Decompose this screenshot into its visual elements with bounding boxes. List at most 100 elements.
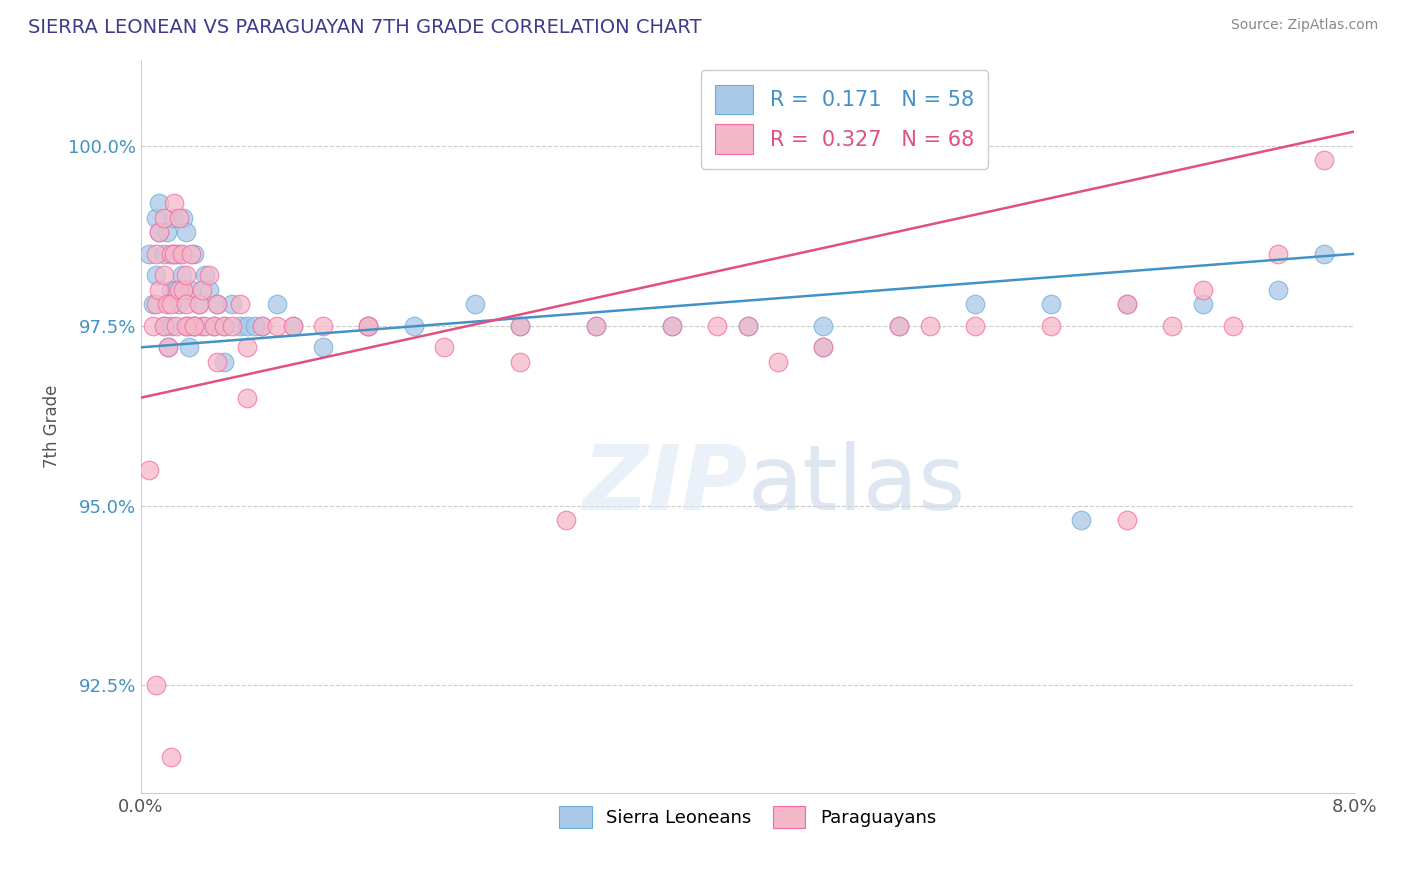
Point [766,355,789,369]
Point [221,318,243,333]
Point [963,297,986,311]
Point [1070,513,1092,527]
Point [661,318,683,333]
Point [176,318,198,333]
Point [243,318,266,333]
Point [179,318,201,333]
Text: SIERRA LEONEAN VS PARAGUAYAN 7TH GRADE CORRELATION CHART: SIERRA LEONEAN VS PARAGUAYAN 7TH GRADE C… [28,18,702,37]
Point [918,318,941,333]
Point [160,297,183,311]
Point [228,297,250,311]
Point [205,297,228,311]
Point [138,247,160,261]
Point [163,196,186,211]
Point [1039,297,1062,311]
Point [252,318,274,333]
Point [148,283,170,297]
Text: ZIP: ZIP [582,442,748,529]
Point [167,211,190,225]
Point [180,283,202,297]
Point [183,318,205,333]
Point [402,318,425,333]
Point [157,340,180,354]
Point [152,318,174,333]
Point [963,318,986,333]
Point [1313,153,1336,168]
Point [194,268,217,283]
Point [138,462,160,476]
Point [190,318,212,333]
Point [737,318,759,333]
Point [433,340,456,354]
Point [176,297,198,311]
Point [163,247,186,261]
Legend: Sierra Leoneans, Paraguayans: Sierra Leoneans, Paraguayans [551,799,943,836]
Point [1191,283,1213,297]
Point [706,318,728,333]
Point [172,283,194,297]
Text: atlas: atlas [748,442,966,529]
Point [889,318,911,333]
Point [160,750,183,764]
Point [190,283,212,297]
Point [148,225,170,239]
Point [214,355,236,369]
Point [198,283,221,297]
Point [1191,297,1213,311]
Point [145,247,167,261]
Point [180,247,202,261]
Point [152,247,174,261]
Point [163,211,186,225]
Point [1267,283,1289,297]
Point [183,318,205,333]
Point [357,318,380,333]
Point [163,247,186,261]
Point [737,318,759,333]
Point [205,355,228,369]
Point [357,318,380,333]
Point [176,225,198,239]
Point [183,247,205,261]
Point [281,318,304,333]
Point [148,225,170,239]
Point [1267,247,1289,261]
Point [464,297,486,311]
Point [357,318,380,333]
Point [1222,318,1244,333]
Point [152,268,174,283]
Point [157,340,180,354]
Point [1115,297,1137,311]
Point [509,318,531,333]
Point [172,211,194,225]
Point [142,297,165,311]
Point [585,318,607,333]
Point [889,318,911,333]
Point [221,297,243,311]
Point [170,247,193,261]
Point [585,318,607,333]
Point [813,318,835,333]
Point [214,318,236,333]
Point [236,318,259,333]
Y-axis label: 7th Grade: 7th Grade [44,384,60,468]
Point [1115,297,1137,311]
Point [281,318,304,333]
Point [170,268,193,283]
Point [509,318,531,333]
Point [187,297,209,311]
Point [183,318,205,333]
Point [152,211,174,225]
Point [205,297,228,311]
Point [312,318,335,333]
Point [176,318,198,333]
Point [202,318,225,333]
Point [202,318,225,333]
Point [179,340,201,354]
Point [1161,318,1184,333]
Point [1115,513,1137,527]
Point [509,355,531,369]
Point [145,678,167,692]
Point [167,297,190,311]
Point [160,247,183,261]
Point [813,340,835,354]
